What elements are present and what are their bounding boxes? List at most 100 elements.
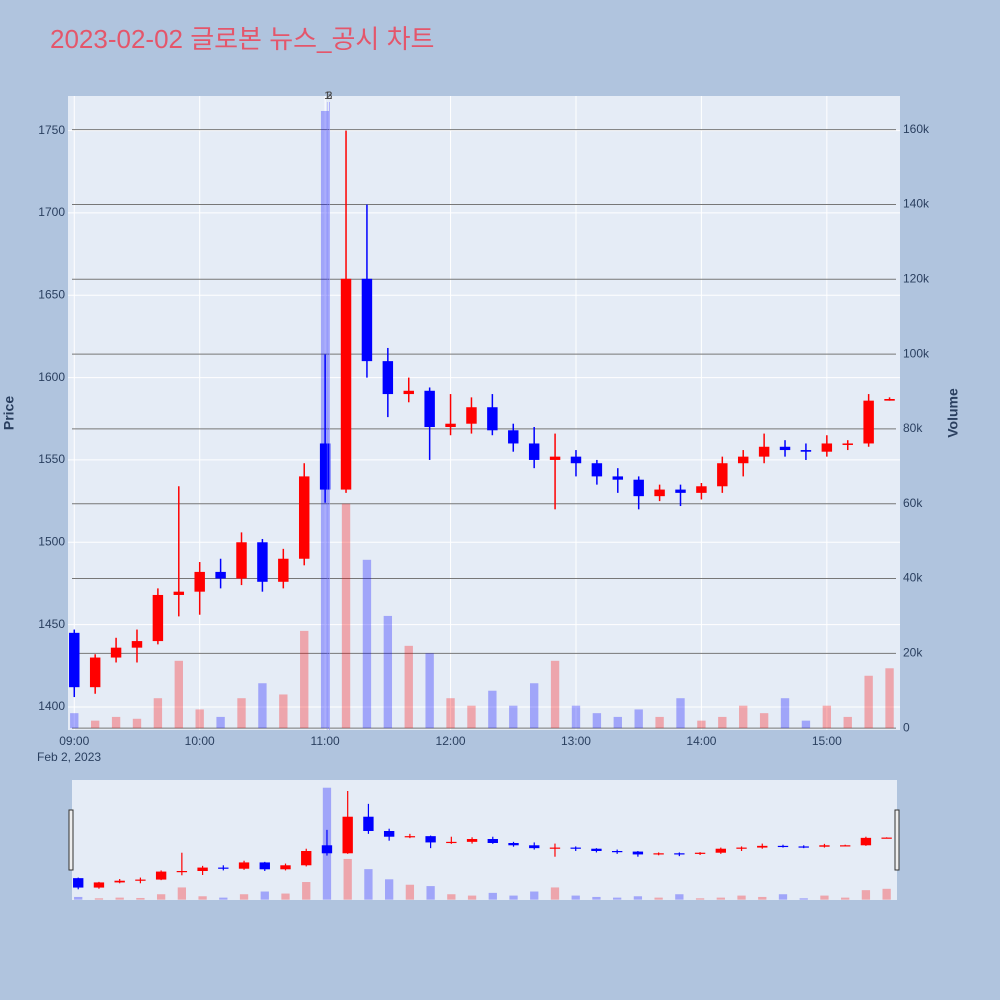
slider-volume-bar: [115, 897, 124, 900]
volume-bar: [132, 718, 142, 729]
volume-bar: [153, 698, 163, 729]
candle-body: [236, 542, 247, 579]
slider-candle-body: [404, 836, 416, 838]
candle-body: [528, 443, 540, 460]
slider-volume-bar: [778, 894, 788, 900]
volume-bar: [801, 720, 811, 729]
slider-candle-body: [73, 878, 84, 888]
slider-volume-bar: [405, 884, 415, 900]
x-tick-label: 11:00: [311, 734, 340, 748]
volume-bar: [676, 698, 685, 729]
slider-candle-body: [93, 882, 105, 888]
chart-title: 2023-02-02 글로본 뉴스_공시 차트: [50, 24, 434, 54]
slider-candle-body: [757, 845, 768, 848]
volume-bar: [634, 709, 643, 729]
candle-body: [445, 423, 456, 427]
candle-body: [424, 390, 435, 427]
x-tick-label: 13:00: [561, 734, 591, 748]
slider-candle-body: [446, 841, 457, 844]
slider-candle-body: [653, 853, 664, 855]
slider-volume-bar: [302, 882, 311, 900]
slider-volume-bar: [426, 886, 435, 900]
candle-body: [612, 476, 624, 480]
volume-bar: [697, 720, 706, 729]
volume-bar: [509, 705, 518, 729]
y-tick-label: 1700: [38, 205, 65, 219]
candle-body: [257, 542, 268, 582]
candle-body: [737, 456, 749, 464]
slider-volume-bar: [675, 894, 684, 900]
y2-tick-label: 160k: [903, 122, 930, 136]
volume-bar: [425, 653, 434, 729]
volume-bar: [70, 713, 79, 729]
slider-volume-bar: [488, 892, 497, 900]
slider-candle-body: [135, 879, 146, 881]
candle-body: [549, 456, 561, 460]
y2-tick-label: 100k: [903, 346, 930, 360]
candle-body: [215, 571, 226, 579]
slider-candle-body: [694, 852, 706, 854]
volume-bar: [780, 698, 790, 729]
slider-handle[interactable]: [894, 809, 900, 871]
volume-bar: [718, 716, 727, 729]
range-slider[interactable]: [72, 780, 897, 900]
slider-candle-body: [301, 851, 312, 866]
slider-candle-body: [383, 831, 395, 837]
volume-bar: [467, 705, 476, 729]
volume-bar: [446, 698, 455, 729]
slider-candle-body: [881, 837, 892, 839]
volume-bar: [529, 683, 539, 729]
candle-body: [319, 443, 331, 490]
x-tick-label: 12:00: [436, 734, 466, 748]
x-tick-label: 09:00: [59, 734, 89, 748]
candle-body: [69, 632, 80, 688]
y-axis-label: Price: [1, 396, 17, 430]
volume-bar: [739, 705, 748, 729]
volume-bar: [843, 716, 852, 729]
volume-bar: [362, 559, 372, 729]
slider-candle-body: [197, 867, 208, 871]
candle-body: [110, 647, 122, 658]
volume-bar: [592, 713, 602, 729]
slider-volume-bar: [613, 897, 622, 900]
slider-candle-body: [155, 871, 167, 880]
y-tick-label: 1500: [38, 534, 65, 548]
slider-handle[interactable]: [68, 809, 74, 871]
candle-body: [466, 407, 477, 424]
slider-volume-bar: [633, 896, 643, 900]
volume-bar: [90, 720, 100, 729]
slider-volume-bar: [592, 896, 601, 900]
slider-candle-body: [342, 816, 353, 854]
slider-candle-body: [632, 851, 644, 855]
y2-tick-label: 120k: [903, 271, 930, 285]
candle-body: [131, 641, 143, 648]
volume-bar: [822, 705, 832, 729]
candle-body: [194, 571, 205, 592]
candle-body: [863, 400, 874, 444]
slider-candle-body: [839, 845, 851, 847]
volume-bar: [195, 709, 204, 729]
candle-body: [298, 476, 310, 559]
y-tick-label: 1750: [38, 123, 65, 137]
candle-body: [696, 486, 707, 493]
slider-candle-body: [176, 871, 188, 873]
volume-bar: [571, 705, 581, 729]
candle-body: [675, 489, 686, 493]
slider-volume-bar: [74, 896, 83, 900]
slider-candle-body: [819, 845, 830, 847]
candle-body: [591, 463, 603, 477]
candle-body: [382, 361, 394, 395]
annotation-text: 2: [326, 90, 332, 102]
volume-bar: [885, 668, 894, 729]
slider-volume-bar: [136, 897, 145, 900]
x-date-label: Feb 2, 2023: [37, 750, 101, 764]
volume-bar: [613, 716, 622, 729]
slider-candle-body: [736, 847, 747, 849]
y-tick-label: 1400: [38, 699, 65, 713]
candle-body: [89, 657, 101, 688]
slider-volume-bar: [156, 894, 166, 900]
y2-axis-label: Volume: [945, 388, 961, 438]
slider-candle-body: [798, 846, 809, 848]
volume-bar: [216, 716, 225, 729]
